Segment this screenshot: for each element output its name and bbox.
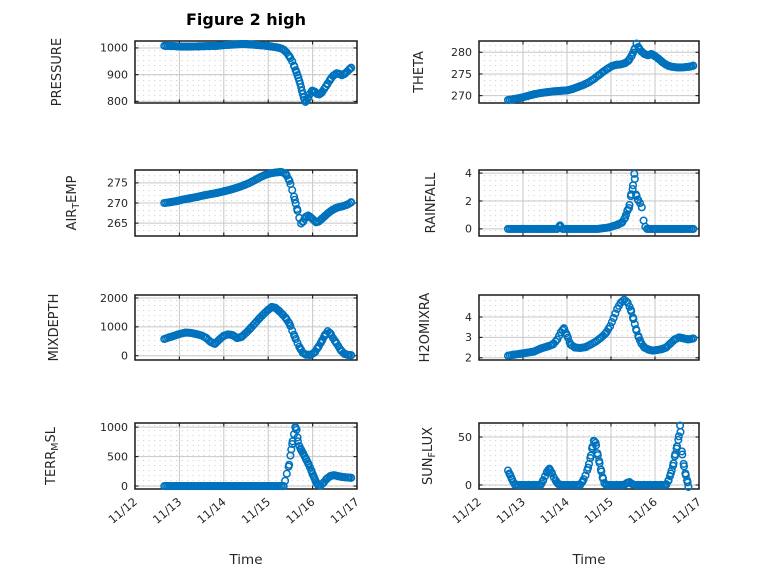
y-axis-label-pressure: PRESSURE xyxy=(50,38,65,106)
y-tick-label: 280 xyxy=(451,46,472,59)
y-tick-label: 275 xyxy=(107,177,128,190)
axes-box xyxy=(134,294,358,361)
y-axis-label-rainfall: RAINFALL xyxy=(424,172,439,233)
y-tick-label: 900 xyxy=(107,68,128,81)
series-markers-air_temp xyxy=(160,167,356,228)
axes-box xyxy=(478,422,700,490)
y-axis-label-theta: THETA xyxy=(412,51,427,94)
y-axis-label-h2omixra: H2OMIXRA xyxy=(418,293,433,363)
axes-box xyxy=(478,40,700,104)
y-axis-label-sun_flux: SUNFLUX xyxy=(421,427,438,485)
x-tick-label: 11/15 xyxy=(582,495,616,527)
series-markers-mixdepth xyxy=(160,302,356,360)
y-tick-label: 1000 xyxy=(100,42,128,55)
x-tick-label: 11/17 xyxy=(328,495,362,527)
y-axis-label-air_temp: AIRTEMP xyxy=(65,175,82,230)
subplot-pressure: 800 900 1000 PRESSURE xyxy=(50,38,358,108)
y-tick-label: 0 xyxy=(465,223,472,236)
y-tick-label: 2000 xyxy=(100,292,128,305)
y-tick-label: 4 xyxy=(465,311,472,324)
x-tick-label: 11/12 xyxy=(450,495,484,527)
y-tick-label: 265 xyxy=(107,217,128,230)
series-markers-theta xyxy=(503,39,698,105)
y-tick-label: 4 xyxy=(465,167,472,180)
subplot-mixdepth: 0 1000 2000 MIXDEPTH xyxy=(47,292,358,363)
axes-box xyxy=(478,169,700,237)
series-markers-rainfall xyxy=(503,169,698,233)
y-tick-label: 800 xyxy=(107,95,128,108)
y-tick-label: 50 xyxy=(458,431,472,444)
x-tick-label: 11/14 xyxy=(538,495,572,527)
y-axis-label-terr_msl: TERRMSL xyxy=(44,426,61,486)
y-tick-label: 0 xyxy=(465,479,472,492)
subplot-sun_flux: 0 50 11/12 11/13 11/14 11/15 11/16 11/17 SUNFLUX xyxy=(421,421,704,527)
y-tick-label: 1000 xyxy=(100,321,128,334)
subplot-theta: 270 275 280 THETA xyxy=(412,39,700,105)
y-tick-label: 270 xyxy=(107,197,128,210)
tick-marks xyxy=(478,295,700,360)
y-tick-label: 1000 xyxy=(100,421,128,434)
x-tick-label: 11/12 xyxy=(106,495,140,527)
major-grid xyxy=(135,170,357,236)
series-markers-h2omixra xyxy=(503,295,698,360)
x-tick-label: 11/13 xyxy=(150,495,184,527)
y-tick-label: 3 xyxy=(465,331,472,344)
y-tick-label: 0 xyxy=(121,480,128,493)
x-tick-label: 11/13 xyxy=(494,495,528,527)
x-axis-label-left: Time xyxy=(229,552,263,568)
subplot-air_temp: 265 270 275 AIRTEMP xyxy=(65,167,358,237)
subplot-rainfall: 0 2 4 RAINFALL xyxy=(424,167,700,237)
y-tick-label: 270 xyxy=(451,89,472,102)
y-tick-label: 2 xyxy=(465,352,472,365)
x-tick-label: 11/16 xyxy=(283,495,317,527)
x-tick-label: 11/15 xyxy=(239,495,273,527)
series-markers-pressure xyxy=(160,39,356,106)
x-tick-label: 11/14 xyxy=(194,495,228,527)
tick-marks xyxy=(134,295,358,360)
x-axis-label-right: Time xyxy=(572,552,606,568)
series-markers-sun_flux xyxy=(503,421,693,491)
axes-box xyxy=(478,294,700,361)
series-markers-terr_msl xyxy=(160,423,356,491)
minor-grid xyxy=(480,42,698,102)
minor-grid xyxy=(136,424,356,488)
y-tick-label: 0 xyxy=(121,350,128,363)
x-tick-label: 11/16 xyxy=(626,495,660,527)
subplot-h2omixra: 2 3 4 H2OMIXRA xyxy=(418,293,700,365)
tick-marks xyxy=(134,41,358,103)
x-tick-label: 11/17 xyxy=(670,495,704,527)
minor-grid xyxy=(480,171,698,235)
y-axis-label-mixdepth: MIXDEPTH xyxy=(47,294,62,362)
major-grid xyxy=(479,295,699,360)
major-grid xyxy=(135,295,357,360)
y-tick-label: 500 xyxy=(107,450,128,463)
figure-title: Figure 2 high xyxy=(186,10,306,29)
y-tick-label: 275 xyxy=(451,68,472,81)
subplot-terr_msl: 0 500 1000 11/12 11/13 11/14 11/15 11/16 11/17 TE… xyxy=(44,421,362,527)
y-tick-label: 2 xyxy=(465,195,472,208)
